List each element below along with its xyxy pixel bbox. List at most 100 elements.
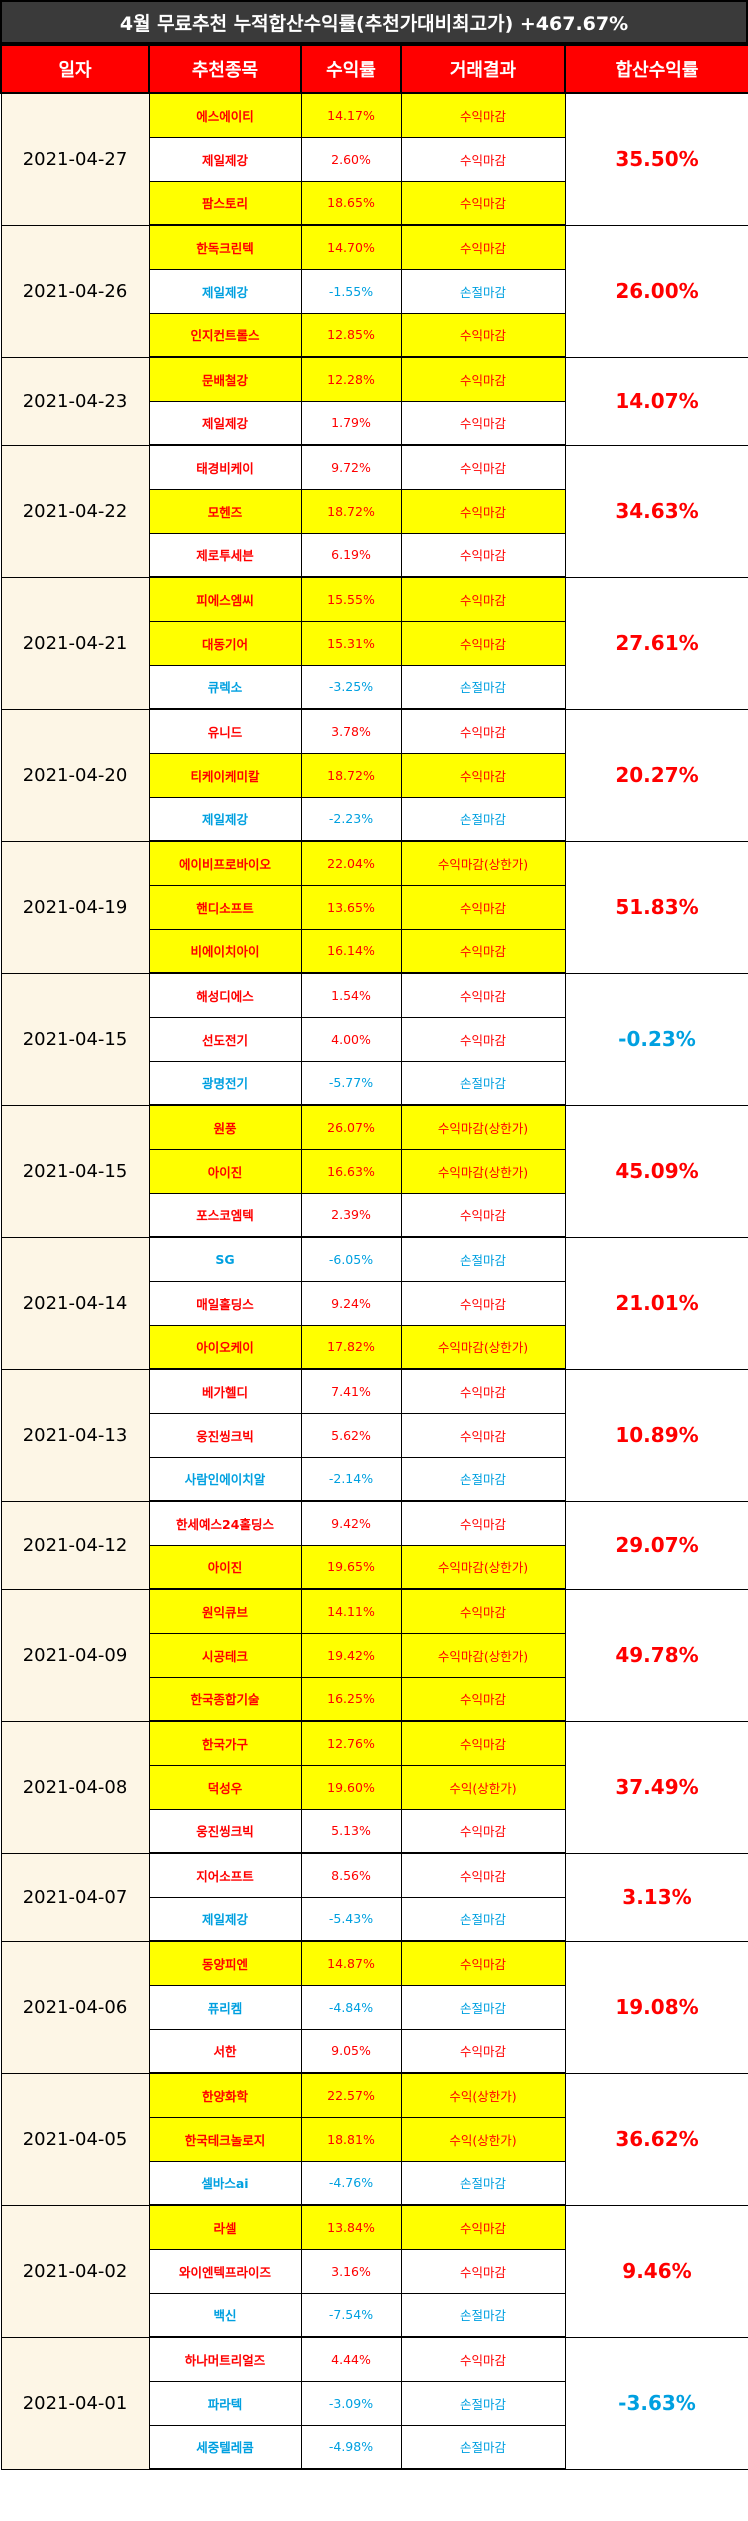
table-row: 2021-04-13 베가헬디 7.41% 수익마감 10.89% [0, 1368, 748, 1502]
result-cell: 수익(상한가) [400, 1764, 566, 1810]
table-row: 제일제강 1.79% 수익마감 [1, 400, 748, 446]
rate-cell: 12.28% [300, 356, 402, 402]
stock-name-cell: 아이진 [148, 1544, 302, 1590]
total-return-cell: 19.08% [564, 1940, 748, 2074]
date-cell: 2021-04-15 [0, 1104, 150, 1238]
rate-cell: 18.65% [300, 180, 402, 226]
stock-name-cell: 베가헬디 [148, 1368, 302, 1414]
rate-cell: 18.72% [300, 752, 402, 798]
rate-cell: -4.84% [300, 1984, 402, 2030]
rate-cell: 16.25% [300, 1676, 402, 1722]
table-row: 웅진씽크빅 5.13% 수익마감 [1, 1808, 748, 1854]
stock-name-cell: 웅진씽크빅 [148, 1808, 302, 1854]
stock-name-cell: 한국가구 [148, 1720, 302, 1766]
result-cell: 수익마감 [400, 1412, 566, 1458]
stock-name-cell: 서한 [148, 2028, 302, 2074]
rate-cell: 12.76% [300, 1720, 402, 1766]
result-cell: 수익마감 [400, 2204, 566, 2250]
table-row: 2021-04-06 동양피엔 14.87% 수익마감 19.08% [0, 1940, 748, 2074]
rate-cell: 13.84% [300, 2204, 402, 2250]
table-row: 제일제강 -1.55% 손절마감 [1, 268, 748, 314]
result-cell: 수익마감 [400, 2336, 566, 2382]
result-cell: 수익마감 [400, 752, 566, 798]
result-cell: 손절마감 [400, 664, 566, 710]
rate-cell: 17.82% [300, 1324, 402, 1370]
rate-cell: 9.24% [300, 1280, 402, 1326]
table-row: 제일제강 -2.23% 손절마감 [1, 796, 748, 842]
result-cell: 수익마감 [400, 1720, 566, 1766]
rate-cell: 7.41% [300, 1368, 402, 1414]
result-cell: 수익(상한가) [400, 2116, 566, 2162]
total-return-cell: 20.27% [564, 708, 748, 842]
date-cell: 2021-04-02 [0, 2204, 150, 2338]
header-date: 일자 [0, 44, 150, 94]
stock-name-cell: 제일제강 [148, 400, 302, 446]
stock-name-cell: 한국종합기술 [148, 1676, 302, 1722]
table-row: 팜스토리 18.65% 수익마감 [1, 180, 748, 226]
result-cell: 손절마감 [400, 2292, 566, 2338]
result-cell: 손절마감 [400, 268, 566, 314]
table-row: 제일제강 2.60% 수익마감 [1, 136, 748, 182]
stock-name-cell: 세중텔레콤 [148, 2424, 302, 2470]
table-row: 2021-04-01 하나머트리얼즈 4.44% 수익마감 -3.63% [0, 2336, 748, 2470]
result-cell: 수익마감(상한가) [400, 1148, 566, 1194]
total-return-cell: 21.01% [564, 1236, 748, 1370]
table-row: 광명전기 -5.77% 손절마감 [1, 1060, 748, 1106]
table-row: 2021-04-14 SG -6.05% 손절마감 21.01% [0, 1236, 748, 1370]
result-cell: 수익마감(상한가) [400, 1324, 566, 1370]
stock-name-cell: 제로투세븐 [148, 532, 302, 578]
result-cell: 손절마감 [400, 1456, 566, 1502]
date-cell: 2021-04-15 [0, 972, 150, 1106]
table-row: 대동기어 15.31% 수익마감 [1, 620, 748, 666]
returns-table: 일자 추천종목 수익률 거래결과 합산수익률 2021-04-27 에스에이티 14… [0, 44, 748, 2470]
result-cell: 수익마감 [400, 444, 566, 490]
table-row: 2021-04-26 한독크린텍 14.70% 수익마감 26.00% [0, 224, 748, 358]
rate-cell: -3.25% [300, 664, 402, 710]
stock-name-cell: 큐렉소 [148, 664, 302, 710]
total-return-cell: 3.13% [564, 1852, 748, 1942]
date-cell: 2021-04-12 [0, 1500, 150, 1590]
rate-cell: 19.60% [300, 1764, 402, 1810]
rate-cell: 19.42% [300, 1632, 402, 1678]
total-return-cell: 27.61% [564, 576, 748, 710]
result-cell: 수익마감 [400, 312, 566, 358]
result-cell: 수익마감 [400, 532, 566, 578]
rate-cell: -4.76% [300, 2160, 402, 2206]
rate-cell: 19.65% [300, 1544, 402, 1590]
table-row: 2021-04-20 유니드 3.78% 수익마감 20.27% [0, 708, 748, 842]
total-return-cell: 14.07% [564, 356, 748, 446]
result-cell: 손절마감 [400, 2380, 566, 2426]
result-cell: 수익마감 [400, 1852, 566, 1898]
result-cell: 수익마감(상한가) [400, 1632, 566, 1678]
total-return-cell: 45.09% [564, 1104, 748, 1238]
rate-cell: 16.14% [300, 928, 402, 974]
result-cell: 수익마감 [400, 1940, 566, 1986]
rate-cell: -7.54% [300, 2292, 402, 2338]
table-row: 서한 9.05% 수익마감 [1, 2028, 748, 2074]
stock-name-cell: 하나머트리얼즈 [148, 2336, 302, 2382]
table-row: 한국테크놀로지 18.81% 수익(상한가) [1, 2116, 748, 2162]
table-row: 2021-04-15 원풍 26.07% 수익마감(상한가) 45.09% [0, 1104, 748, 1238]
date-cell: 2021-04-06 [0, 1940, 150, 2074]
stock-name-cell: 제일제강 [148, 268, 302, 314]
date-cell: 2021-04-01 [0, 2336, 150, 2470]
rate-cell: 26.07% [300, 1104, 402, 1150]
rate-cell: -3.09% [300, 2380, 402, 2426]
rate-cell: 1.54% [300, 972, 402, 1018]
rate-cell: -5.43% [300, 1896, 402, 1942]
result-cell: 손절마감 [400, 2424, 566, 2470]
stock-name-cell: 에스에이티 [148, 92, 302, 138]
table-row: 2021-04-23 문배철강 12.28% 수익마감 14.07% [0, 356, 748, 446]
date-cell: 2021-04-20 [0, 708, 150, 842]
table-row: 와이엔텍프라이즈 3.16% 수익마감 [1, 2248, 748, 2294]
total-return-cell: 37.49% [564, 1720, 748, 1854]
table-row: 2021-04-19 에이비프로바이오 22.04% 수익마감(상한가) 51.83% [0, 840, 748, 974]
result-cell: 수익마감 [400, 1500, 566, 1546]
table-row: 비에이치아이 16.14% 수익마감 [1, 928, 748, 974]
rate-cell: 1.79% [300, 400, 402, 446]
rate-cell: 15.55% [300, 576, 402, 622]
date-cell: 2021-04-23 [0, 356, 150, 446]
stock-name-cell: 웅진씽크빅 [148, 1412, 302, 1458]
result-cell: 수익마감 [400, 180, 566, 226]
date-cell: 2021-04-26 [0, 224, 150, 358]
